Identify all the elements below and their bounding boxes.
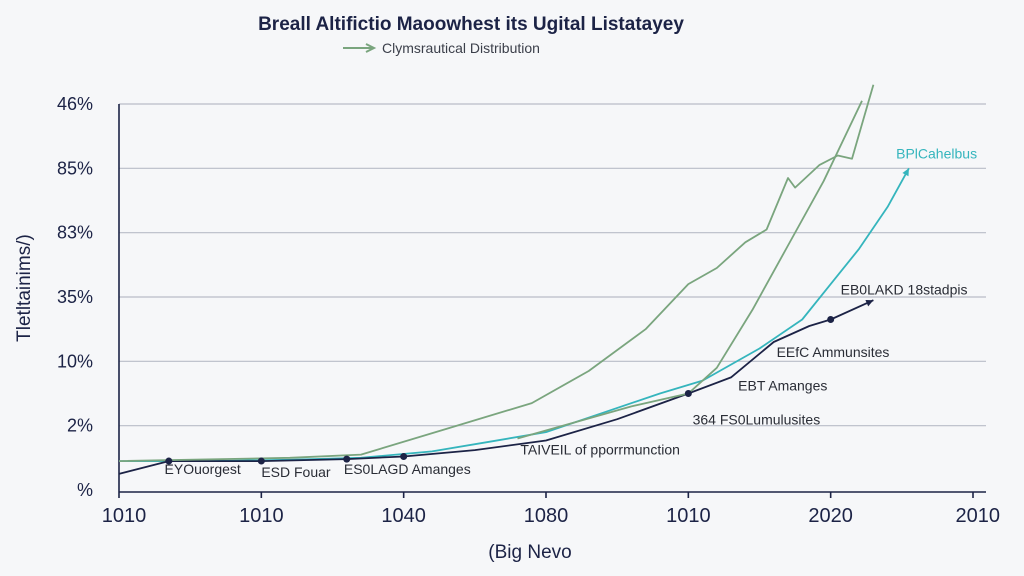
annotation-label: EBT Amanges [738,377,827,393]
data-point [400,453,408,461]
y-tick-label: 85% [57,158,93,178]
data-point [257,457,265,465]
annotation-label: BPlCahelbus [896,146,977,162]
y-tick-label: 83% [57,223,93,243]
y-tick-labels: 46% 85% 83% 35% 10% 2%% [57,94,93,500]
annotation-label: EYOuorgest [165,461,241,477]
x-tick-label: 2020 [808,505,853,527]
series-arrow-0 [902,168,909,177]
markers [165,316,835,465]
y-tick-label: % [77,480,93,500]
y-axis-label: Tletltainims/) [14,234,35,342]
x-tick-label: 1010 [666,505,711,527]
annotation-label: ES0LAGD Amanges [344,461,471,477]
series-line-1 [118,299,874,475]
chart-title: Breall Altifictio Maoowhest its Ugital L… [258,14,684,35]
series-line-2 [118,84,875,462]
x-tick-label: 2010 [956,505,1001,527]
y-tick-label: 10% [57,351,93,371]
y-tick-label: 2% [67,416,93,436]
annotation-label: EB0LAKD 18stadpis [841,281,968,297]
x-tick-labels: 1010 1010 1040 1080 1010 2020 2010 [102,492,1000,527]
annotation-label: ESD Fouar [261,464,331,480]
x-tick-label: 1010 [102,505,147,527]
x-tick-label: 1080 [524,505,569,527]
series-line-3 [517,100,863,440]
x-tick-label: 1040 [381,505,426,527]
annotation-label: EEfC Ammunsites [777,344,890,360]
annotation-label: 364 FS0Lumulusites [693,411,821,427]
legend-label: Clymsrautical Distribution [382,40,540,56]
annotation-label: TAIVEIL of pporrmunction [520,442,680,458]
y-tick-label: 46% [57,94,93,114]
legend-arrow-icon [365,43,377,53]
annotations: EYOuorgest ESD Fouar ES0LAGD Amanges TAIVEI… [165,146,978,480]
data-point [827,316,835,324]
y-tick-label: 35% [57,287,93,307]
legend: Clymsrautical Distribution [343,40,540,56]
data-point [343,455,351,463]
data-point [165,457,173,465]
series-arrow-1 [865,300,874,307]
x-axis-label: (Big Nevo [488,542,571,563]
data-point [684,390,692,397]
x-tick-label: 1010 [239,505,284,527]
grid [119,103,986,427]
series [118,84,910,475]
